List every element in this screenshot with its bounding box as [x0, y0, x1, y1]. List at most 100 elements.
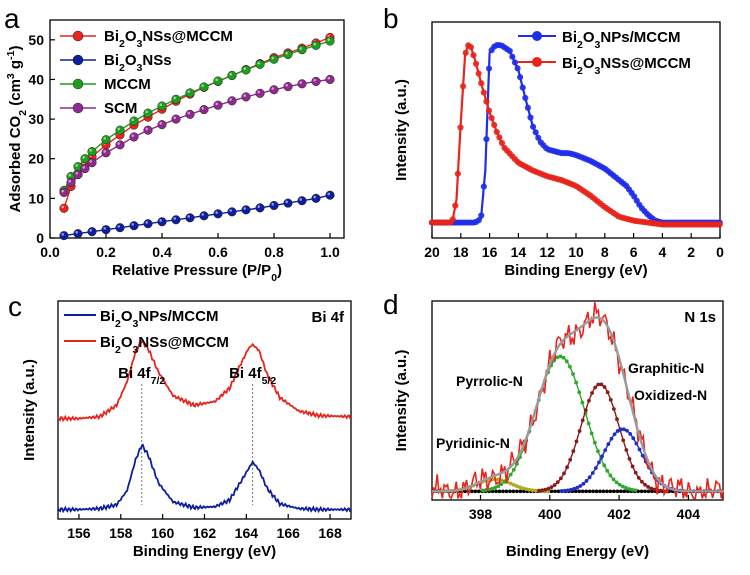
x-tick-label: 168: [318, 525, 342, 541]
legend-label-part: s: [621, 29, 629, 46]
legend-label-part: C: [657, 29, 668, 46]
peak-label: Pyridinic-N: [436, 435, 510, 451]
data-point: [241, 92, 251, 102]
point-highlight: [173, 96, 176, 100]
legend-marker: [72, 54, 84, 66]
legend-label-part: M: [634, 29, 647, 46]
point-highlight: [145, 221, 148, 224]
legend-label-part: i: [111, 334, 115, 351]
data-point: [87, 227, 97, 237]
plot-frame: [49, 19, 345, 239]
baseline-point: [619, 489, 623, 494]
component-point: [578, 484, 583, 488]
point-highlight: [82, 156, 85, 159]
legend-label-part: P: [149, 308, 159, 325]
data-point: [269, 54, 279, 64]
x-tick-label: 6: [630, 244, 638, 260]
point-highlight: [229, 72, 232, 76]
component-point: [581, 481, 586, 486]
data-point: [462, 49, 469, 56]
legend-label-part: N: [142, 28, 153, 45]
component-point: [530, 488, 535, 493]
point-highlight: [229, 98, 232, 101]
data-point: [129, 116, 139, 126]
legend-label-part: O: [583, 55, 595, 72]
data-point: [87, 147, 97, 157]
component-point: [533, 488, 538, 493]
baseline-point: [494, 489, 498, 494]
data-point: [185, 88, 195, 98]
point-highlight: [215, 211, 218, 214]
legend-marker: [72, 102, 84, 114]
component-point: [511, 482, 516, 487]
legend-label-part: M: [182, 334, 195, 351]
y-tick-label: 30: [28, 111, 44, 127]
component-point: [590, 391, 594, 395]
data-point: [171, 94, 181, 104]
data-point: [506, 47, 513, 55]
y-axis-title: Intensity (a.u.): [393, 350, 410, 452]
legend-label-part: O: [125, 28, 137, 45]
component-point: [615, 417, 619, 422]
legend-label-part: 2: [119, 62, 125, 74]
data-point: [325, 74, 335, 85]
data-point: [511, 59, 519, 66]
data-point: [283, 49, 293, 60]
legend-label-part: 3: [137, 38, 143, 50]
baseline-point: [591, 489, 595, 494]
baseline-point: [511, 489, 516, 494]
component-point: [609, 436, 614, 441]
legend-label-part: s: [621, 55, 629, 72]
point-highlight: [201, 84, 204, 87]
data-point: [143, 219, 153, 229]
data-point: [80, 164, 90, 174]
component-point: [567, 364, 572, 369]
data-point: [101, 225, 111, 235]
legend-label-part: 3: [595, 39, 601, 51]
component-point: [643, 482, 647, 487]
point-highlight: [145, 127, 148, 131]
point-highlight: [187, 90, 190, 93]
annotation: N 1s: [684, 309, 716, 326]
data-point: [496, 134, 503, 141]
point-highlight: [103, 137, 106, 140]
x-tick-label: 398: [469, 506, 493, 522]
data-point: [460, 83, 467, 90]
point-highlight: [271, 56, 275, 60]
component-point: [587, 475, 592, 480]
component-point: [611, 407, 616, 411]
legend-label: Bi2O3NSs@MCCM: [562, 55, 691, 77]
data-point: [457, 124, 464, 131]
legend-label-part: B: [100, 334, 111, 351]
data-point: [519, 84, 526, 91]
baseline-point: [501, 489, 505, 494]
legend-label: MCCM: [104, 76, 151, 93]
point-highlight: [75, 164, 78, 167]
data-point: [185, 109, 195, 119]
legend-label-part: M: [216, 334, 229, 351]
data-point: [129, 221, 139, 231]
data-point: [143, 125, 153, 135]
series-line-Bi2O3NPs/MCCM: [57, 443, 352, 514]
data-point: [535, 134, 542, 141]
component-point: [549, 485, 554, 490]
legend-label-part: C: [210, 28, 221, 45]
y-axis-title-part: 3: [5, 73, 17, 79]
legend-label: Bi2O3NPs/MCCM: [562, 29, 680, 51]
component-point: [640, 479, 644, 484]
component-point: [602, 385, 607, 389]
x-tick-label: 162: [193, 525, 217, 541]
point-highlight: [201, 106, 204, 110]
component-point: [561, 355, 566, 360]
data-point: [269, 85, 279, 95]
data-point: [325, 190, 335, 200]
data-point: [115, 125, 125, 135]
legend-label-part: C: [184, 308, 195, 325]
component-point: [575, 485, 580, 490]
x-axis-title-part: ): [277, 262, 282, 279]
annotation: Bi 4f: [311, 309, 345, 326]
component-point: [496, 484, 501, 489]
x-tick-label: 160: [151, 525, 175, 541]
data-point: [493, 128, 500, 136]
